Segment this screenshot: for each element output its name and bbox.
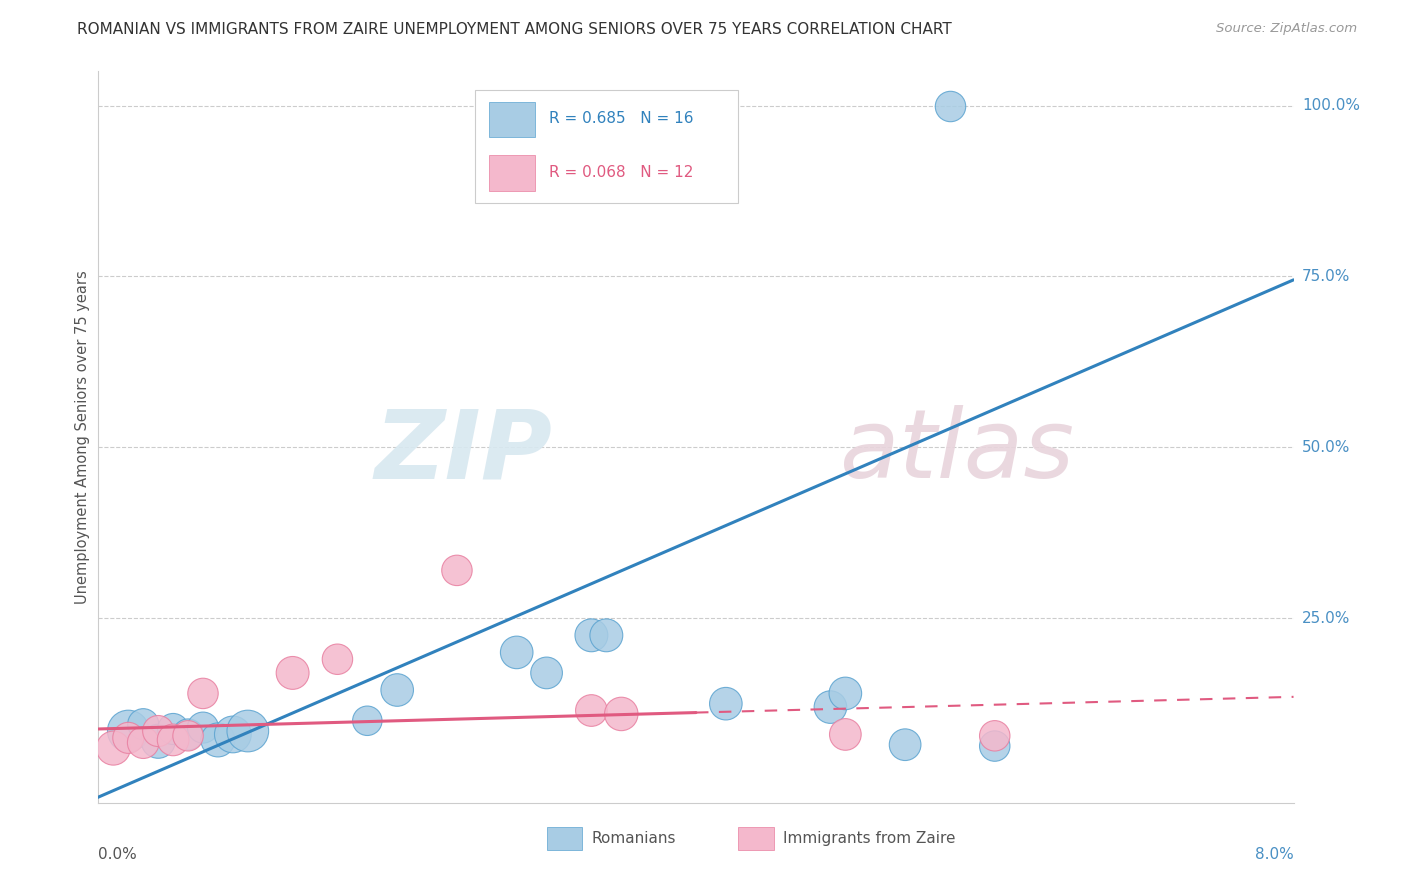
Point [162, 732, 184, 747]
Point [132, 736, 155, 750]
Point [177, 729, 200, 743]
Y-axis label: Unemployment Among Seniors over 75 years: Unemployment Among Seniors over 75 years [75, 270, 90, 604]
Point [177, 727, 200, 741]
Text: 75.0%: 75.0% [1302, 268, 1350, 284]
Point [714, 697, 737, 711]
Point [834, 727, 856, 741]
Point [506, 645, 529, 659]
Text: Immigrants from Zaire: Immigrants from Zaire [783, 831, 956, 847]
Point [207, 732, 229, 747]
Point [103, 741, 125, 756]
Point [939, 98, 962, 112]
Text: R = 0.685   N = 16: R = 0.685 N = 16 [548, 112, 693, 127]
Point [236, 724, 259, 739]
Point [281, 665, 304, 680]
Point [191, 686, 214, 700]
Point [326, 652, 349, 666]
Text: 0.0%: 0.0% [98, 847, 138, 862]
Point [148, 724, 170, 739]
FancyBboxPatch shape [489, 155, 534, 191]
Text: 100.0%: 100.0% [1302, 98, 1360, 113]
Text: atlas: atlas [839, 405, 1074, 499]
Point [356, 714, 378, 728]
Point [984, 739, 1007, 753]
Point [536, 665, 558, 680]
Point [191, 721, 214, 735]
Text: R = 0.068   N = 12: R = 0.068 N = 12 [548, 165, 693, 180]
Point [385, 683, 409, 698]
FancyBboxPatch shape [547, 827, 582, 850]
Point [148, 734, 170, 748]
Point [162, 722, 184, 736]
Point [222, 727, 245, 741]
FancyBboxPatch shape [475, 90, 738, 203]
Point [820, 700, 842, 714]
FancyBboxPatch shape [489, 102, 534, 137]
Text: 50.0%: 50.0% [1302, 440, 1350, 455]
Point [610, 706, 633, 721]
Point [581, 704, 603, 718]
Text: Source: ZipAtlas.com: Source: ZipAtlas.com [1216, 22, 1357, 36]
Point [117, 724, 139, 739]
Point [581, 628, 603, 642]
FancyBboxPatch shape [738, 827, 773, 850]
Point [446, 563, 468, 577]
Point [834, 686, 856, 700]
Point [894, 738, 917, 752]
Point [984, 729, 1007, 743]
Text: ROMANIAN VS IMMIGRANTS FROM ZAIRE UNEMPLOYMENT AMONG SENIORS OVER 75 YEARS CORRE: ROMANIAN VS IMMIGRANTS FROM ZAIRE UNEMPL… [77, 22, 952, 37]
Text: Romanians: Romanians [592, 831, 676, 847]
Text: ZIP: ZIP [374, 405, 553, 499]
Point [595, 628, 617, 642]
Point [117, 731, 139, 745]
Text: 25.0%: 25.0% [1302, 611, 1350, 625]
Point [132, 717, 155, 731]
Text: 8.0%: 8.0% [1254, 847, 1294, 862]
